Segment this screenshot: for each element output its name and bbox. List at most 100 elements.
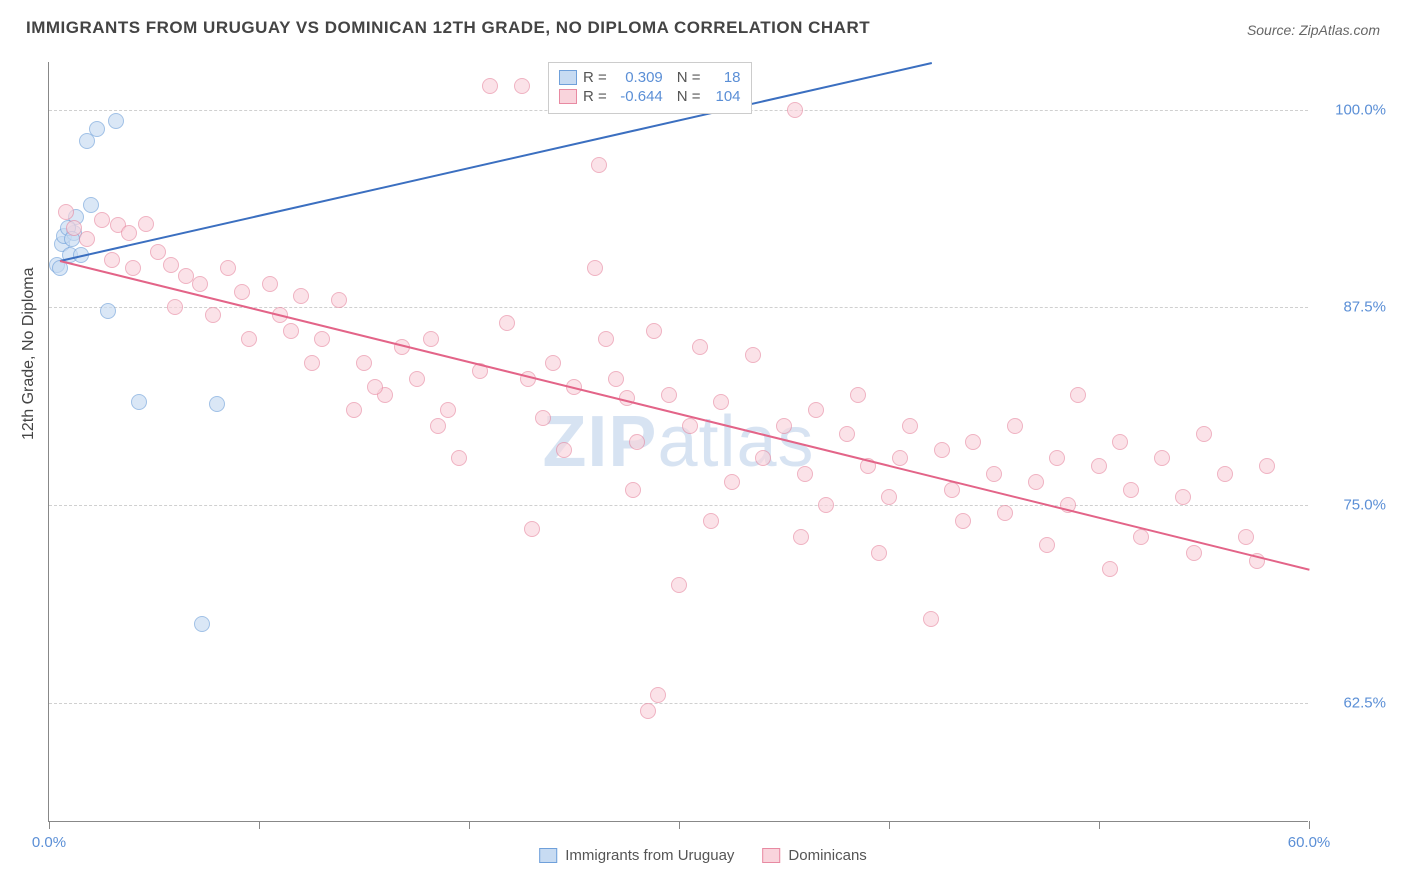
x-tick-label: 0.0% (32, 834, 66, 851)
scatter-point (745, 347, 761, 363)
scatter-point (58, 204, 74, 220)
legend-swatch (539, 848, 557, 863)
scatter-point (808, 402, 824, 418)
scatter-point (713, 394, 729, 410)
scatter-point (986, 466, 1002, 482)
scatter-point (205, 307, 221, 323)
correlation-legend: R =0.309N =18R =-0.644N =104 (548, 62, 752, 114)
scatter-point (331, 292, 347, 308)
scatter-point (965, 434, 981, 450)
scatter-point (1259, 458, 1275, 474)
scatter-point (535, 410, 551, 426)
scatter-point (650, 687, 666, 703)
scatter-point (787, 102, 803, 118)
x-tick (259, 821, 260, 829)
scatter-point (591, 157, 607, 173)
scatter-point (1028, 474, 1044, 490)
scatter-point (881, 489, 897, 505)
scatter-point (556, 442, 572, 458)
source-label: Source: ZipAtlas.com (1247, 22, 1380, 38)
scatter-point (629, 434, 645, 450)
scatter-point (818, 497, 834, 513)
scatter-point (1238, 529, 1254, 545)
scatter-point (1049, 450, 1065, 466)
legend-item: Immigrants from Uruguay (539, 847, 734, 864)
scatter-point (163, 257, 179, 273)
scatter-point (293, 288, 309, 304)
scatter-point (79, 133, 95, 149)
y-tick-label: 87.5% (1316, 299, 1386, 316)
scatter-point (892, 450, 908, 466)
n-value: 104 (707, 88, 741, 105)
legend-label: Immigrants from Uruguay (565, 847, 734, 864)
scatter-point (367, 379, 383, 395)
scatter-point (138, 216, 154, 232)
scatter-point (423, 331, 439, 347)
scatter-point (755, 450, 771, 466)
scatter-point (83, 197, 99, 213)
scatter-point (262, 276, 278, 292)
scatter-point (640, 703, 656, 719)
scatter-point (283, 323, 299, 339)
series-legend: Immigrants from Uruguay Dominicans (539, 847, 867, 864)
r-label: R = (583, 88, 607, 105)
x-tick (469, 821, 470, 829)
scatter-point (150, 244, 166, 260)
scatter-point (1175, 489, 1191, 505)
scatter-point (1102, 561, 1118, 577)
r-value: -0.644 (613, 88, 663, 105)
scatter-point (482, 78, 498, 94)
scatter-point (220, 260, 236, 276)
x-tick (679, 821, 680, 829)
scatter-point (776, 418, 792, 434)
x-tick (1309, 821, 1310, 829)
scatter-point (587, 260, 603, 276)
scatter-point (934, 442, 950, 458)
scatter-point (955, 513, 971, 529)
scatter-point (646, 323, 662, 339)
scatter-point (89, 121, 105, 137)
scatter-point (314, 331, 330, 347)
scatter-point (94, 212, 110, 228)
scatter-point (241, 331, 257, 347)
n-label: N = (677, 69, 701, 86)
x-tick-label: 60.0% (1288, 834, 1331, 851)
n-label: N = (677, 88, 701, 105)
gridline (49, 703, 1308, 704)
scatter-point (839, 426, 855, 442)
scatter-point (661, 387, 677, 403)
scatter-point (703, 513, 719, 529)
scatter-point (692, 339, 708, 355)
scatter-point (1007, 418, 1023, 434)
scatter-point (409, 371, 425, 387)
legend-swatch (559, 70, 577, 85)
y-tick-label: 100.0% (1316, 101, 1386, 118)
x-tick (49, 821, 50, 829)
n-value: 18 (707, 69, 741, 86)
scatter-point (209, 396, 225, 412)
r-value: 0.309 (613, 69, 663, 86)
scatter-point (451, 450, 467, 466)
scatter-point (346, 402, 362, 418)
scatter-point (850, 387, 866, 403)
scatter-point (356, 355, 372, 371)
scatter-point (192, 276, 208, 292)
x-tick (1099, 821, 1100, 829)
x-tick (889, 821, 890, 829)
scatter-point (1112, 434, 1128, 450)
legend-label: Dominicans (788, 847, 866, 864)
legend-swatch (559, 89, 577, 104)
scatter-point (1123, 482, 1139, 498)
scatter-point (598, 331, 614, 347)
scatter-point (545, 355, 561, 371)
scatter-point (1070, 387, 1086, 403)
scatter-point (125, 260, 141, 276)
y-axis-label: 12th Grade, No Diploma (20, 267, 38, 440)
legend-swatch (762, 848, 780, 863)
scatter-point (671, 577, 687, 593)
scatter-point (430, 418, 446, 434)
legend-item: Dominicans (762, 847, 866, 864)
scatter-point (167, 299, 183, 315)
trend-line (59, 62, 931, 262)
scatter-point (1196, 426, 1212, 442)
